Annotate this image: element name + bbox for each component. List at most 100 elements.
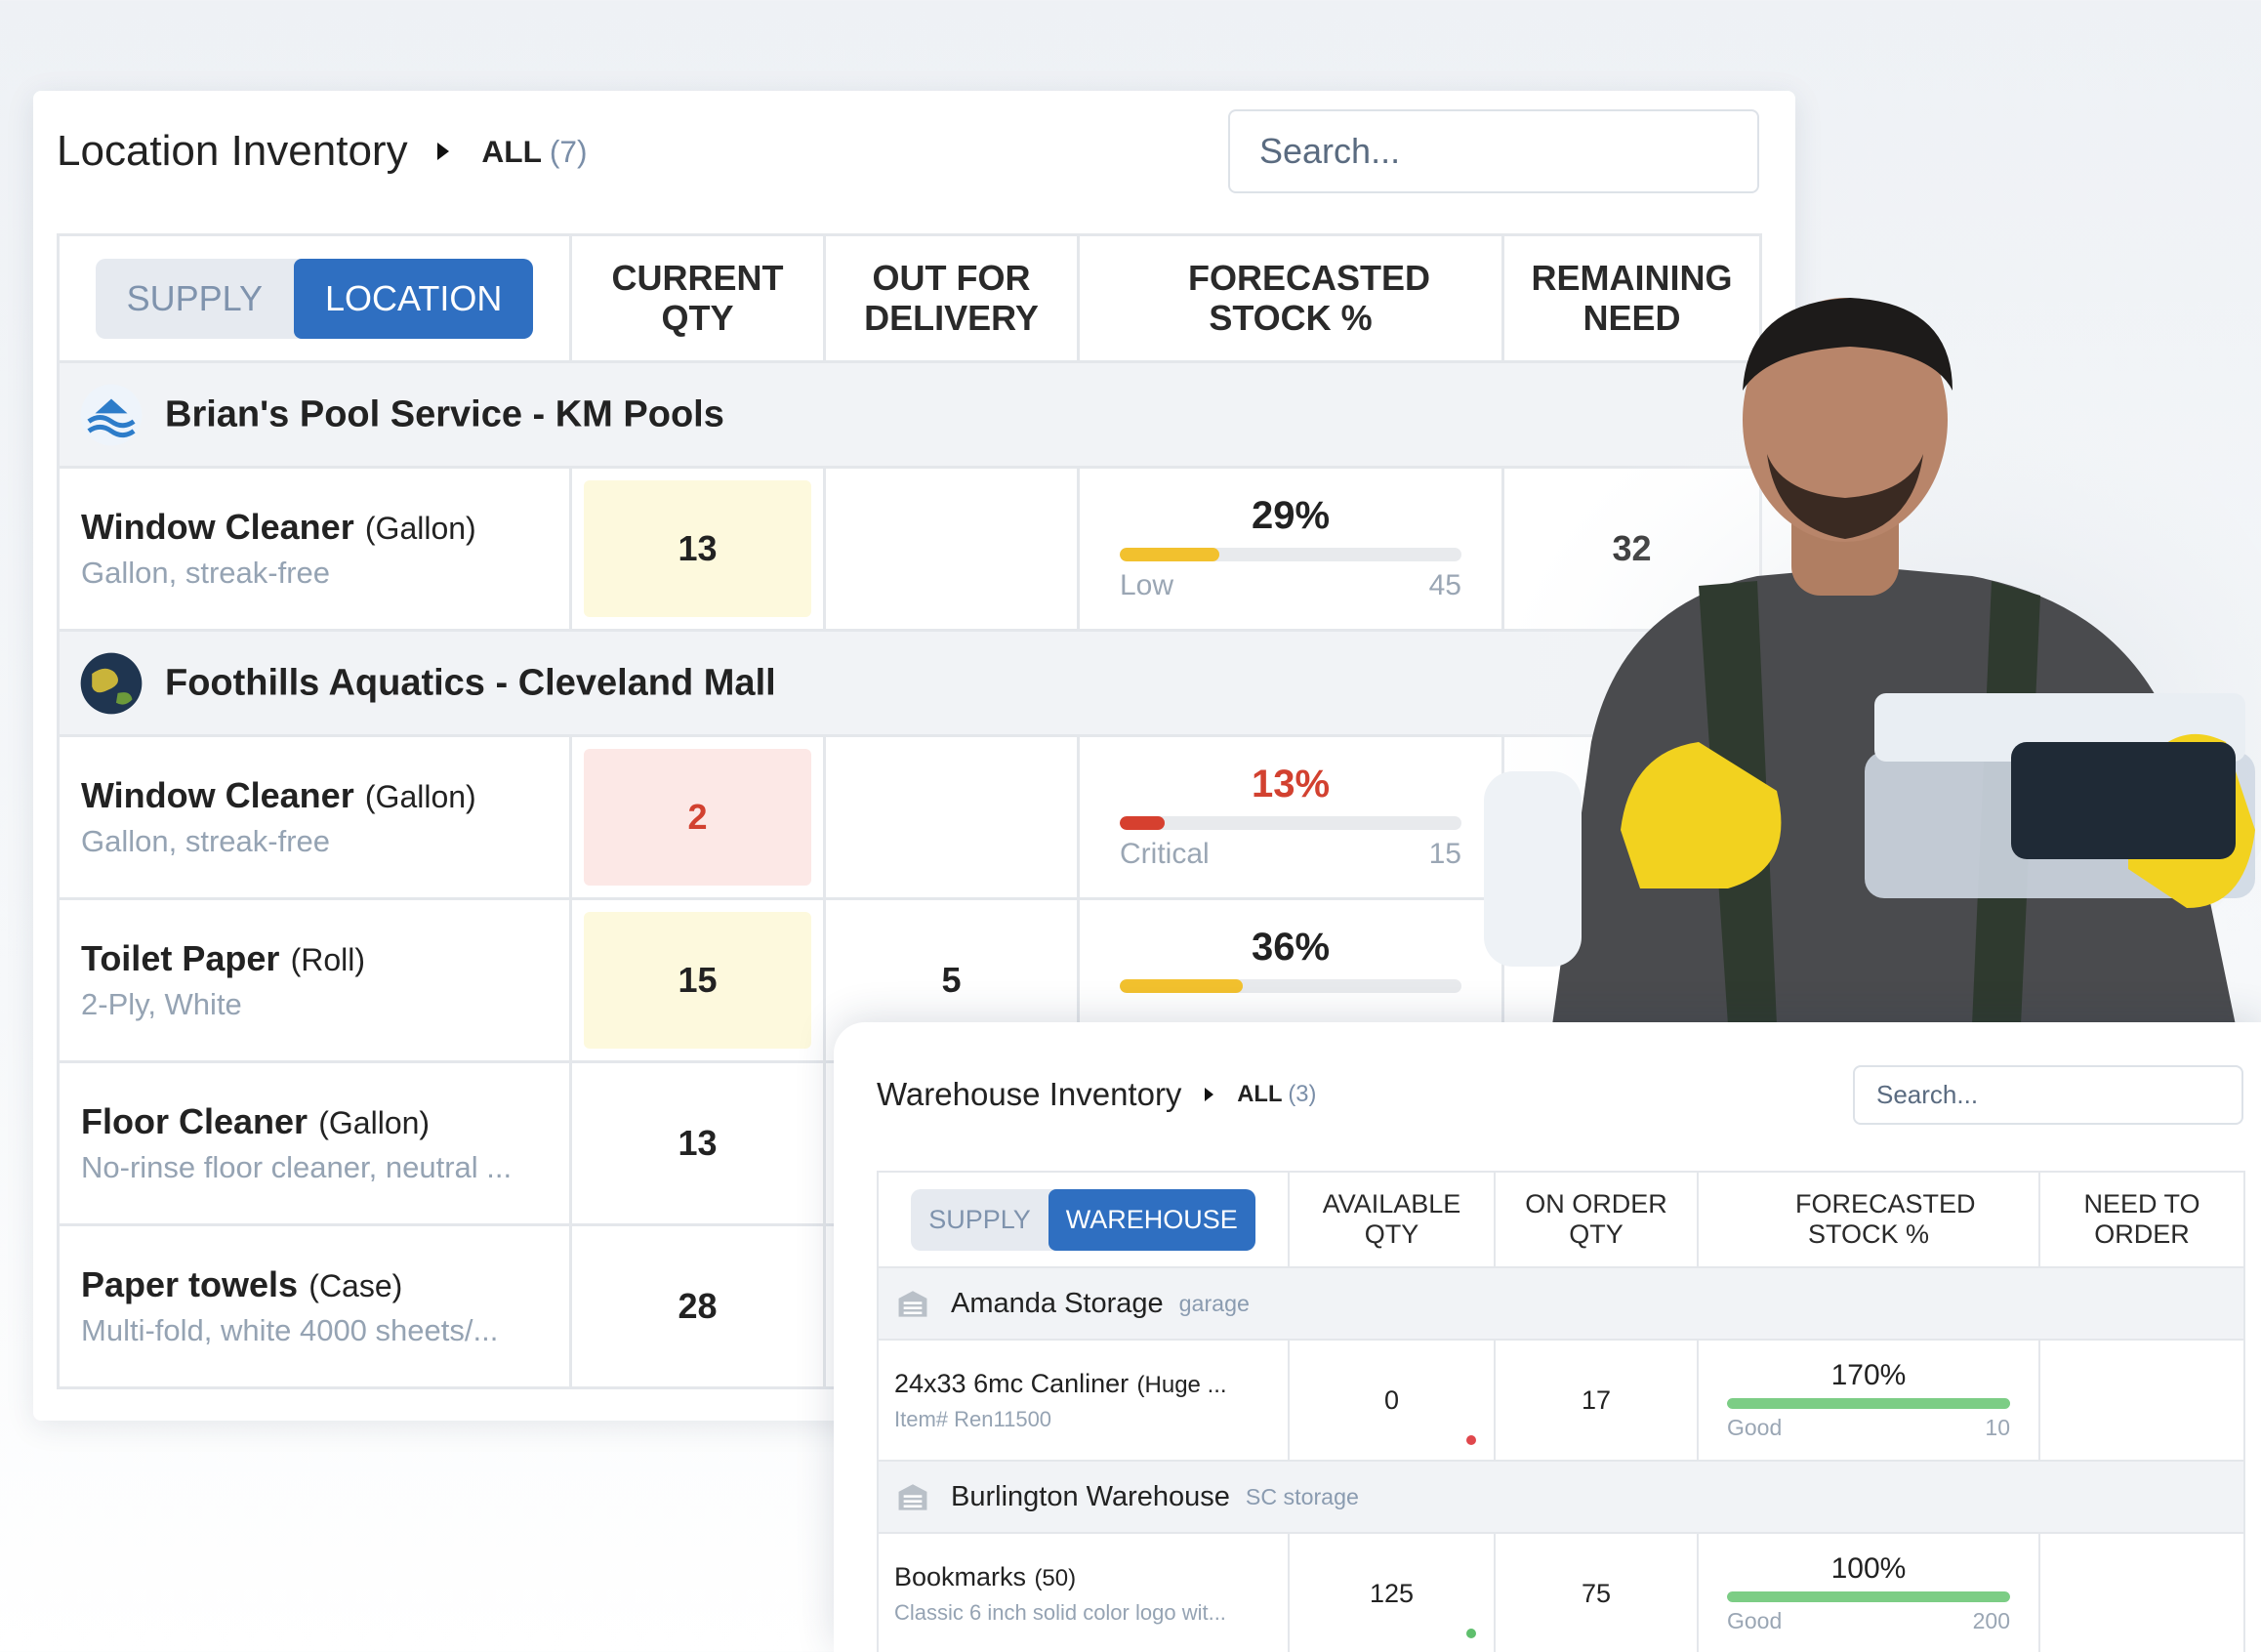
group-cell: Amanda Storage garage: [877, 1266, 2245, 1341]
toggle-cell: SUPPLY WAREHOUSE: [877, 1171, 1290, 1268]
item-description: No-rinse floor cleaner, neutral ...: [81, 1150, 513, 1184]
group-tag: SC storage: [1245, 1483, 1359, 1509]
item-cell: Bookmarks (50) Classic 6 inch solid color …: [877, 1532, 1290, 1652]
qty-box: 28: [584, 1238, 811, 1375]
filter[interactable]: ALL: [1237, 1081, 1283, 1107]
group-row: Brian's Pool Service - KM Pools: [57, 360, 1762, 469]
qty-box: 13: [584, 1075, 811, 1212]
item-unit: (Gallon): [364, 779, 476, 814]
qty-box: 0: [1290, 1342, 1494, 1459]
group-icon: [80, 384, 143, 445]
item-cell: Floor Cleaner (Gallon) No-rinse floor clea…: [57, 1060, 572, 1226]
item-cell: Paper towels (Case) Multi-fold, white 4000…: [57, 1223, 572, 1389]
qty-cell: 15: [569, 897, 826, 1063]
delivery-value: 5: [941, 960, 962, 1000]
forecast-status: Good: [1727, 1415, 1783, 1440]
inventory-table: SUPPLY WAREHOUSE AVAILABLE QTY ON ORDER QTY…: [877, 1171, 2245, 1652]
item-description: Gallon, streak-free: [81, 556, 330, 590]
column-label: NEED TO ORDER: [2083, 1188, 2200, 1249]
column-header: FORECASTED STOCK %: [1697, 1171, 2040, 1268]
item-name: 24x33 6mc Canliner: [894, 1368, 1130, 1398]
group-tag: garage: [1178, 1290, 1250, 1316]
item-unit: (Roll): [290, 942, 366, 977]
qty-box: 13: [584, 480, 811, 617]
group-name: Foothills Aquatics - Cleveland Mall: [165, 662, 776, 703]
column-label: ON ORDER QTY: [1525, 1188, 1667, 1249]
qty-cell: 13: [569, 466, 826, 632]
progress-fill: [1727, 1591, 2010, 1602]
item-description: Item# Ren11500: [894, 1406, 1052, 1431]
delivery-cell: [823, 466, 1080, 632]
progress-track: [1120, 815, 1461, 830]
forecast-percent: 13%: [1251, 762, 1331, 805]
item-title: Paper towels (Case): [81, 1264, 569, 1305]
group-icon: [80, 652, 143, 714]
item-description: 2-Ply, White: [81, 987, 242, 1021]
item-name: Toilet Paper: [81, 938, 280, 978]
item-cell: Window Cleaner (Gallon) Gallon, streak-fre…: [57, 734, 572, 900]
item-unit: (Gallon): [318, 1105, 431, 1140]
toggle-option[interactable]: SUPPLY: [928, 1204, 1031, 1234]
forecast: 13% Critical 15: [1120, 763, 1461, 873]
forecast-target: 15: [1428, 837, 1461, 870]
item-name: Paper towels: [81, 1264, 299, 1304]
panel-title: Warehouse Inventory: [877, 1076, 1182, 1112]
column-header: REMAINING NEED: [1501, 233, 1762, 363]
item-unit: (Case): [308, 1268, 403, 1303]
forecast-meta: Low 45: [1120, 569, 1461, 604]
search-input[interactable]: Search...: [1853, 1065, 2243, 1125]
group-row: Amanda Storage garage: [877, 1266, 2245, 1341]
item-name: Bookmarks: [894, 1561, 1027, 1591]
column-label: AVAILABLE QTY: [1322, 1188, 1461, 1249]
group-name: Brian's Pool Service - KM Pools: [165, 393, 724, 434]
item-unit: (50): [1034, 1564, 1077, 1591]
column-label: REMAINING NEED: [1531, 257, 1733, 339]
item-description: Classic 6 inch solid color logo wit...: [894, 1599, 1226, 1625]
item-title: Window Cleaner (Gallon): [81, 507, 569, 548]
column-header: NEED TO ORDER: [2038, 1171, 2245, 1268]
breadcrumb-arrow: [437, 143, 450, 160]
item-unit: (Huge ...: [1136, 1371, 1227, 1398]
item-title: 24x33 6mc Canliner (Huge ...: [894, 1369, 1288, 1399]
delivery-value: 17: [1581, 1384, 1612, 1415]
qty-box: 15: [584, 912, 811, 1049]
toggle-option[interactable]: SUPPLY: [126, 277, 264, 318]
column-header: OUT FOR DELIVERY: [823, 233, 1080, 363]
column-header: AVAILABLE QTY: [1288, 1171, 1496, 1268]
delivery-cell: [823, 734, 1080, 900]
toggle-option[interactable]: LOCATION: [294, 258, 534, 339]
filter[interactable]: ALL: [481, 133, 542, 169]
item-title: Bookmarks (50): [894, 1562, 1288, 1592]
item-cell: Toilet Paper (Roll) 2-Ply, White: [57, 897, 572, 1063]
item-unit: (Gallon): [364, 511, 476, 546]
warehouse-inventory-panel: Warehouse Inventory ALL (3) Search... SU…: [834, 1022, 2261, 1652]
qty-value: 15: [678, 960, 718, 1000]
need-cell: [2038, 1532, 2245, 1652]
qty-cell: 2: [569, 734, 826, 900]
group-cell: Burlington Warehouse SC storage: [877, 1460, 2245, 1534]
toggle-option[interactable]: WAREHOUSE: [1048, 1188, 1255, 1251]
forecast-target: 200: [1972, 1608, 2010, 1633]
search-input[interactable]: Search...: [1228, 109, 1759, 193]
delivery-value: 75: [1581, 1578, 1612, 1608]
panel-title: Location Inventory: [57, 127, 408, 175]
group-row: Burlington Warehouse SC storage: [877, 1460, 2245, 1534]
progress-track: [1727, 1591, 2010, 1602]
header-row: SUPPLY WAREHOUSE AVAILABLE QTY ON ORDER QTY…: [877, 1171, 2245, 1268]
forecast: 170% Good 10: [1727, 1359, 2010, 1441]
delivery-cell: 17: [1494, 1339, 1699, 1462]
search-placeholder: Search...: [1876, 1080, 1979, 1109]
group-row: Foothills Aquatics - Cleveland Mall: [57, 629, 1762, 737]
forecast-cell: 170% Good 10: [1697, 1339, 2040, 1462]
qty-value: 13: [678, 528, 718, 568]
group-name: Burlington Warehouse: [951, 1480, 1230, 1512]
item-title: Floor Cleaner (Gallon): [81, 1101, 569, 1142]
forecast: 36%: [1120, 926, 1461, 1036]
column-label: FORECASTED STOCK %: [1795, 1188, 1976, 1249]
qty-cell: 0: [1288, 1339, 1496, 1462]
column-header: ON ORDER QTY: [1494, 1171, 1699, 1268]
view-toggle: SUPPLY LOCATION: [95, 258, 534, 339]
item-name: Floor Cleaner: [81, 1101, 308, 1141]
qty-cell: 13: [569, 1060, 826, 1226]
